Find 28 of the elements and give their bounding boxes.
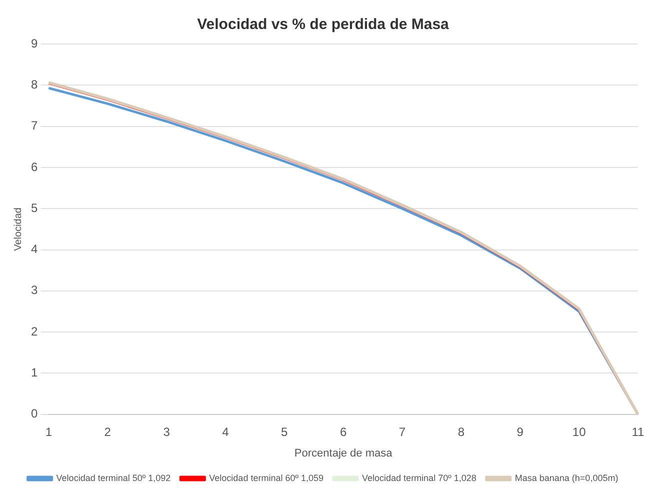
- x-tick-label: 6: [340, 424, 347, 439]
- legend-label: Velocidad terminal 70º 1,028: [362, 472, 476, 483]
- y-tick-label: 3: [30, 283, 38, 298]
- x-tick-label: 2: [104, 424, 112, 439]
- y-tick-label: 6: [30, 160, 38, 174]
- y-tick-label: 5: [30, 200, 38, 215]
- legend-label: Masa banana (h=0,005m): [514, 472, 618, 483]
- x-tick-label: 1: [45, 424, 52, 439]
- y-tick-label: 9: [30, 36, 38, 50]
- legend-label: Velocidad terminal 60º 1,059: [209, 472, 324, 483]
- x-tick-label: 10: [572, 424, 586, 439]
- y-tick-label: 7: [30, 118, 38, 133]
- x-tick-label: 9: [516, 424, 524, 439]
- y-tick-label: 2: [30, 324, 38, 338]
- x-tick-label: 4: [222, 424, 230, 439]
- x-axis-title: Porcentaje de masa: [294, 447, 394, 460]
- x-tick-label: 3: [163, 424, 170, 439]
- y-tick-label: 0: [30, 406, 38, 421]
- x-tick-label: 5: [281, 424, 288, 439]
- x-tick-label: 7: [398, 424, 406, 439]
- legend-label: Velocidad terminal 50º 1,092: [56, 472, 171, 483]
- x-tick-label: 8: [458, 424, 465, 439]
- y-axis-title: Velocidad: [12, 208, 24, 251]
- y-tick-label: 1: [30, 366, 38, 380]
- y-tick-label: 4: [30, 242, 38, 256]
- x-tick-label: 11: [632, 424, 645, 439]
- chart-title: Velocidad vs % de perdida de Masa: [197, 16, 450, 34]
- y-tick-label: 8: [30, 77, 38, 92]
